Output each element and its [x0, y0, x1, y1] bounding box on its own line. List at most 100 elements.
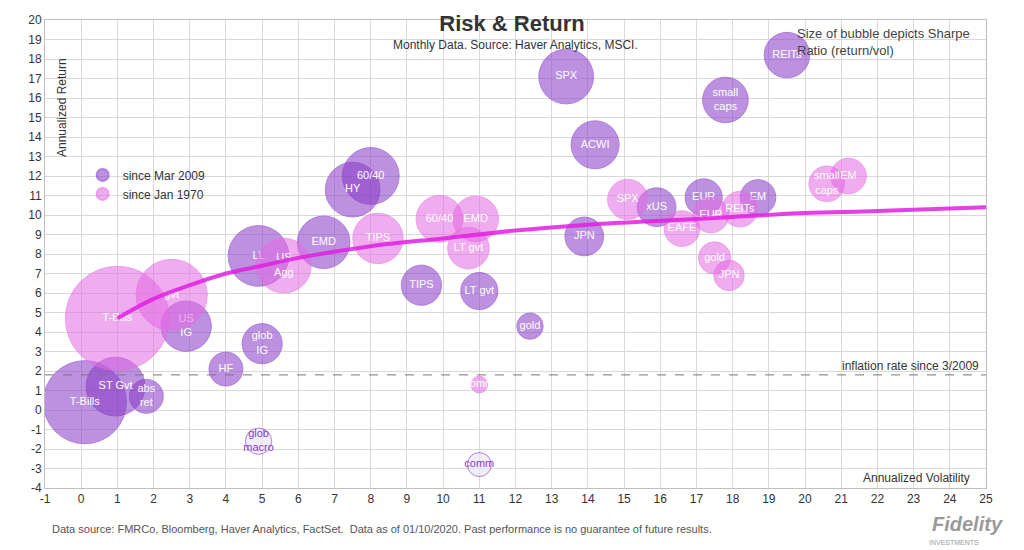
svg-text:TIPS: TIPS [366, 231, 390, 243]
svg-text:inflation rate since 3/2009: inflation rate since 3/2009 [842, 359, 979, 373]
svg-text:60/40: 60/40 [426, 212, 454, 224]
svg-text:3: 3 [35, 345, 42, 359]
svg-text:gold: gold [704, 251, 725, 263]
svg-text:19: 19 [762, 492, 776, 506]
svg-text:-4: -4 [31, 481, 42, 495]
svg-text:T-Bills: T-Bills [70, 395, 100, 407]
svg-text:gvt: gvt [164, 288, 179, 300]
svg-text:11: 11 [473, 492, 486, 506]
svg-text:EUR: EUR [699, 208, 722, 220]
svg-text:60/40: 60/40 [357, 169, 385, 181]
svg-text:-3: -3 [31, 462, 42, 476]
svg-text:EM: EM [750, 190, 767, 202]
svg-text:SPX: SPX [617, 192, 640, 204]
svg-text:1: 1 [35, 384, 42, 398]
svg-text:18: 18 [726, 492, 740, 506]
svg-text:18: 18 [28, 52, 42, 66]
svg-text:0: 0 [35, 403, 42, 417]
svg-text:4: 4 [35, 325, 42, 339]
svg-text:20: 20 [798, 492, 812, 506]
svg-text:9: 9 [35, 228, 42, 242]
svg-text:Risk & Return: Risk & Return [439, 11, 584, 36]
svg-text:Annualized Volatility: Annualized Volatility [863, 471, 970, 485]
svg-text:since Mar 2009: since Mar 2009 [123, 169, 205, 183]
svg-text:-1: -1 [40, 492, 51, 506]
svg-text:1: 1 [114, 492, 121, 506]
svg-text:12: 12 [509, 492, 523, 506]
svg-text:8: 8 [35, 247, 42, 261]
svg-text:16: 16 [28, 91, 42, 105]
svg-text:USIG: USIG [179, 312, 194, 338]
svg-text:6: 6 [295, 492, 302, 506]
svg-text:LL: LL [252, 249, 264, 261]
svg-text:7: 7 [331, 492, 338, 506]
svg-text:13: 13 [28, 150, 42, 164]
svg-text:15: 15 [28, 111, 42, 125]
svg-text:T-Bills: T-Bills [102, 311, 132, 323]
svg-text:comm: comm [464, 377, 494, 389]
svg-text:24: 24 [943, 492, 957, 506]
svg-text:JPN: JPN [574, 229, 595, 241]
svg-text:5: 5 [35, 306, 42, 320]
svg-text:ST Gvt: ST Gvt [99, 379, 133, 391]
svg-text:LT gvt: LT gvt [465, 284, 495, 296]
svg-text:17: 17 [28, 72, 42, 86]
svg-text:16: 16 [654, 492, 668, 506]
svg-text:19: 19 [28, 33, 42, 47]
svg-text:-1: -1 [31, 423, 42, 437]
svg-text:22: 22 [871, 492, 885, 506]
svg-text:xUS: xUS [646, 200, 667, 212]
svg-text:EM: EM [840, 169, 857, 181]
svg-text:20: 20 [28, 13, 42, 27]
svg-text:TIPS: TIPS [409, 278, 433, 290]
svg-text:8: 8 [367, 492, 374, 506]
svg-text:USAgg: USAgg [274, 251, 294, 277]
svg-text:JPN: JPN [719, 268, 740, 280]
svg-text:12: 12 [28, 169, 42, 183]
svg-text:smallcaps: smallcaps [713, 86, 739, 112]
svg-text:HF: HF [219, 362, 234, 374]
svg-text:absret: absret [137, 382, 155, 408]
svg-text:10: 10 [28, 208, 42, 222]
svg-text:23: 23 [907, 492, 921, 506]
svg-text:smallcaps: smallcaps [814, 169, 840, 195]
svg-text:2: 2 [150, 492, 157, 506]
svg-text:EUR: EUR [692, 190, 715, 202]
svg-text:ACWI: ACWI [581, 138, 610, 150]
svg-text:globIG: globIG [252, 329, 273, 355]
svg-text:17: 17 [690, 492, 704, 506]
svg-text:6: 6 [35, 286, 42, 300]
svg-text:14: 14 [28, 130, 42, 144]
svg-text:0: 0 [78, 492, 85, 506]
svg-text:HY: HY [345, 182, 361, 194]
svg-text:25: 25 [979, 492, 993, 506]
svg-text:11: 11 [29, 189, 42, 203]
svg-text:LT gvt: LT gvt [454, 241, 484, 253]
svg-text:comm: comm [464, 457, 494, 469]
svg-text:EMD: EMD [463, 212, 488, 224]
svg-text:REITs: REITs [772, 48, 802, 60]
svg-text:Data source: FMRCo, Bloomberg,: Data source: FMRCo, Bloomberg, Haver Ana… [52, 523, 712, 535]
svg-text:Annualized Return: Annualized Return [55, 58, 69, 157]
svg-text:2: 2 [35, 364, 42, 378]
svg-text:REITs: REITs [725, 202, 755, 214]
svg-text:13: 13 [545, 492, 559, 506]
svg-text:3: 3 [186, 492, 193, 506]
svg-text:10: 10 [436, 492, 450, 506]
svg-text:gold: gold [520, 319, 541, 331]
svg-text:Monthly Data. Source: Haver An: Monthly Data. Source: Haver Analytics, M… [393, 38, 638, 52]
svg-text:9: 9 [404, 492, 411, 506]
svg-text:4: 4 [223, 492, 230, 506]
svg-text:Fidelity: Fidelity [932, 513, 1003, 535]
svg-text:EMD: EMD [311, 235, 336, 247]
svg-text:EAFE: EAFE [668, 221, 697, 233]
svg-text:Size of bubble depicts SharpeR: Size of bubble depicts SharpeRatio (retu… [797, 26, 970, 58]
svg-text:15: 15 [617, 492, 631, 506]
svg-text:14: 14 [581, 492, 595, 506]
svg-text:7: 7 [35, 267, 42, 281]
svg-text:INVESTMENTS: INVESTMENTS [929, 539, 979, 546]
svg-text:since Jan 1970: since Jan 1970 [123, 188, 204, 202]
svg-text:-2: -2 [31, 442, 42, 456]
svg-text:SPX: SPX [555, 69, 578, 81]
svg-text:globmacro: globmacro [243, 427, 274, 453]
